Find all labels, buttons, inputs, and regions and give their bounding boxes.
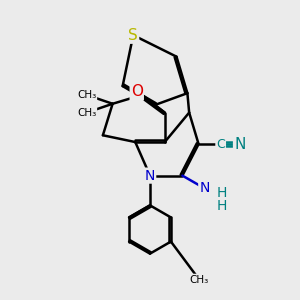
Text: C: C — [216, 138, 225, 151]
Text: CH₃: CH₃ — [190, 274, 209, 285]
Text: CH₃: CH₃ — [77, 108, 96, 118]
Text: N: N — [199, 181, 210, 195]
Text: S: S — [128, 28, 138, 43]
Text: N: N — [234, 136, 245, 152]
Text: O: O — [131, 85, 143, 100]
Text: N: N — [145, 169, 155, 183]
Text: CH₃: CH₃ — [77, 90, 96, 100]
Text: H: H — [217, 186, 227, 200]
Text: H: H — [217, 199, 227, 213]
